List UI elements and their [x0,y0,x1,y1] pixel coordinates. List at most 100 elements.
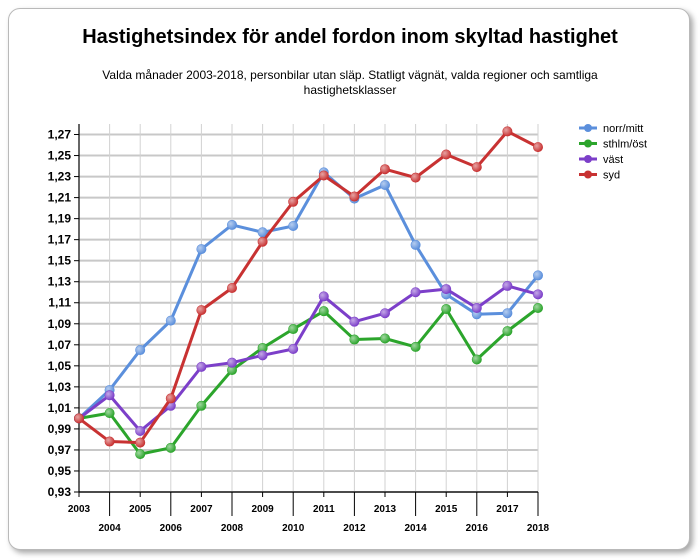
data-point-shine [349,317,359,327]
data-point-shine [288,324,298,334]
legend: norr/mitt sthlm/öst väst syd [579,123,647,182]
data-point-shine [380,164,390,174]
data-point-shine [227,358,237,368]
legend-label: syd [603,170,620,182]
data-point-shine [502,326,512,336]
data-point-shine [502,126,512,136]
x-tick-label: 2008 [221,523,244,534]
data-point-shine [196,305,206,315]
data-point-shine [319,291,329,301]
data-point-shine [74,413,84,423]
data-point-shine [472,355,482,365]
chart-subtitle: Valda månader 2003-2018, personbilar uta… [102,68,598,97]
series-3 [74,126,543,448]
data-point-shine [258,350,268,360]
y-tick-label: 0,99 [48,422,72,436]
x-tick-label: 2017 [496,504,519,515]
legend-item-3: syd [579,170,620,182]
plot-area [79,124,538,492]
data-point-shine [319,306,329,316]
series-group [74,126,543,460]
x-tick-label: 2016 [466,523,489,534]
data-point-shine [380,180,390,190]
legend-label: norr/mitt [603,123,643,135]
y-tick-label: 1,27 [48,128,72,142]
data-point-shine [196,401,206,411]
y-tick-label: 0,95 [48,464,72,478]
x-tick-label: 2010 [282,523,305,534]
x-tick-label: 2015 [435,504,458,515]
y-tick-label: 1,17 [48,233,72,247]
x-tick-label: 2018 [527,523,550,534]
data-point-shine [288,197,298,207]
y-tick-label: 1,25 [48,149,72,163]
x-tick-label: 2013 [374,504,397,515]
legend-swatch-dot [584,124,592,132]
data-point-shine [135,438,145,448]
y-tick-label: 1,19 [48,212,72,226]
y-tick-label: 1,07 [48,338,72,352]
y-tick-label: 1,15 [48,254,72,268]
legend-label: väst [603,154,623,166]
x-tick-label: 2006 [160,523,183,534]
data-point-shine [135,345,145,355]
data-point-shine [166,393,176,403]
y-tick-label: 1,09 [48,317,72,331]
data-point-shine [227,220,237,230]
data-point-shine [288,344,298,354]
legend-swatch-dot [584,170,592,179]
series-line [77,170,540,420]
chart-title: Hastighetsindex för andel fordon inom sk… [82,26,618,48]
data-point-shine [166,316,176,326]
y-tick-label: 1,21 [48,191,72,205]
data-point-shine [135,426,145,436]
data-point-shine [258,227,268,237]
x-tick-label: 2007 [190,504,213,515]
data-point-shine [196,362,206,372]
data-point-shine [411,240,421,250]
data-point-shine [411,287,421,297]
data-point-shine [166,443,176,453]
legend-swatch-dot [584,155,592,163]
x-tick-label: 2003 [68,504,91,515]
data-point-shine [227,365,237,375]
data-point-shine [288,221,298,231]
data-point-shine [380,308,390,318]
data-point-shine [105,390,115,400]
series-line [78,129,539,445]
data-point-shine [472,303,482,313]
data-point-shine [349,335,359,345]
legend-item-1: sthlm/öst [579,139,647,151]
data-point-shine [411,342,421,352]
y-tick-label: 0,93 [48,485,72,499]
data-point-shine [258,237,268,247]
data-point-shine [502,281,512,291]
data-point-shine [472,162,482,172]
y-tick-label: 1,05 [48,359,72,373]
data-point-shine [135,449,145,459]
data-point-shine [533,303,543,313]
x-tick-label: 2014 [404,523,427,534]
y-tick-label: 1,01 [48,401,72,415]
data-point-shine [441,284,451,294]
data-point-shine [441,304,451,314]
y-tick-label: 1,03 [48,380,72,394]
data-point-shine [380,333,390,343]
data-point-shine [258,343,268,353]
data-point-shine [502,308,512,318]
data-point-shine [105,437,115,447]
data-point-shine [533,289,543,299]
data-point-shine [349,192,359,202]
x-tick-label: 2005 [129,504,152,515]
y-tick-label: 1,13 [48,275,72,289]
y-tick-label: 1,23 [48,170,72,184]
y-tick-label: 0,97 [48,443,72,457]
data-point-shine [227,283,237,293]
legend-label: sthlm/öst [603,139,647,151]
x-tick-label: 2009 [251,504,274,515]
y-tick-label: 1,11 [48,296,71,310]
data-point-shine [105,408,115,418]
data-point-shine [533,270,543,280]
data-point-shine [319,171,329,181]
